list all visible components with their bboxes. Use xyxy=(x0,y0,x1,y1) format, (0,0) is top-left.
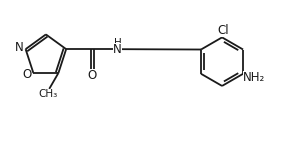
Text: NH₂: NH₂ xyxy=(243,71,265,84)
Text: H: H xyxy=(114,38,122,48)
Text: CH₃: CH₃ xyxy=(38,89,57,99)
Text: N: N xyxy=(113,43,122,56)
Text: N: N xyxy=(15,41,24,54)
Text: O: O xyxy=(22,68,31,81)
Text: O: O xyxy=(88,69,97,82)
Text: Cl: Cl xyxy=(218,24,229,37)
